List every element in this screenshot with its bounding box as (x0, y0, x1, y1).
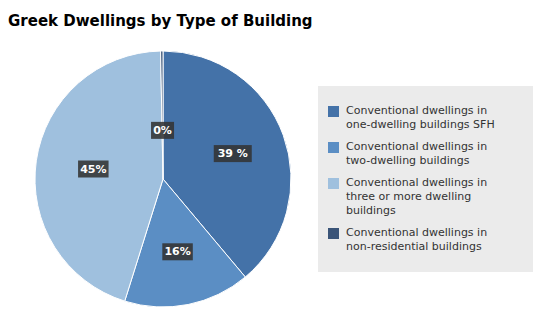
svg-text:0%: 0% (153, 124, 172, 137)
svg-text:45%: 45% (80, 163, 106, 176)
html-text:Conventional dwellings in non-: Conventional dwellings in non-residentia… (346, 225, 488, 253)
html-text:Conventional dwellings in two-: Conventional dwellings in two-dwelling b… (346, 139, 488, 167)
svg-text:39 %: 39 % (218, 147, 248, 160)
html-text:Conventional dwellings in thre: Conventional dwellings in three or more … (346, 175, 488, 217)
html-text:Greek Dwellings by Type of Bui: Greek Dwellings by Type of Building (8, 12, 313, 30)
html-text:Conventional dwellings in one-: Conventional dwellings in one-dwelling b… (346, 103, 495, 131)
svg-text:16%: 16% (164, 245, 190, 258)
